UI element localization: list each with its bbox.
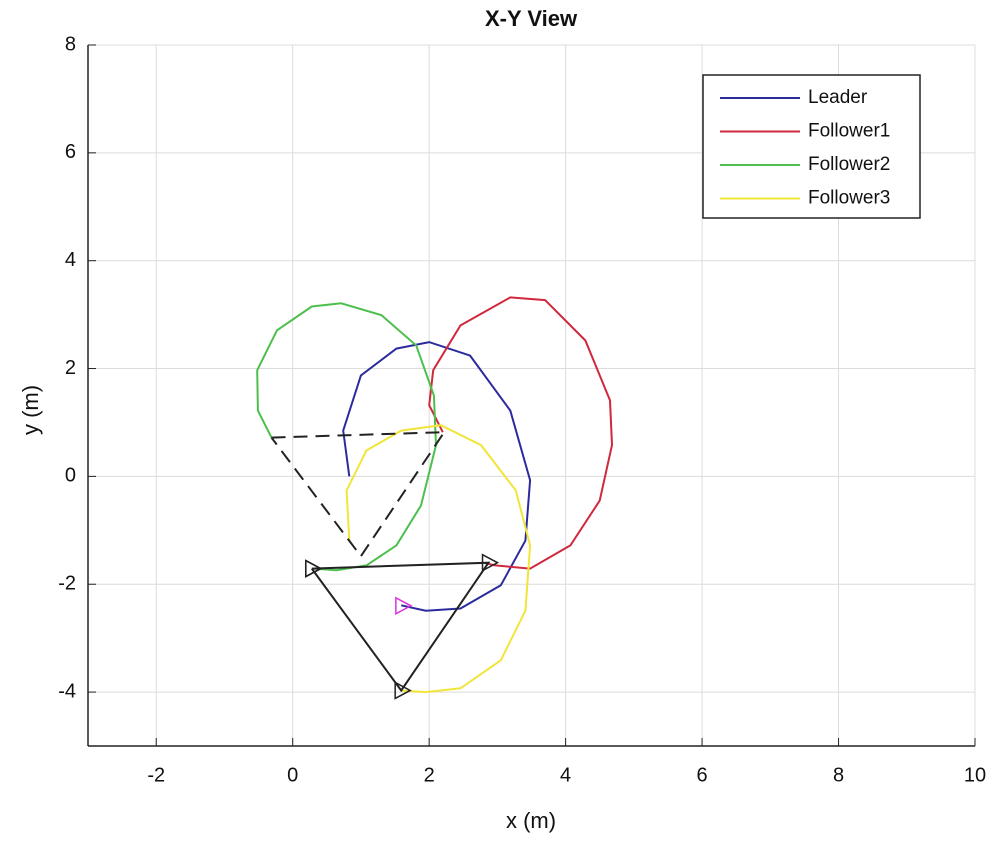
- series-line: [256, 302, 438, 572]
- y-axis-label: y (m): [18, 385, 43, 435]
- x-tick-label: 0: [287, 764, 298, 786]
- point-marker: [305, 559, 323, 578]
- legend-label: Follower2: [808, 154, 890, 175]
- y-tick-label: 0: [65, 465, 76, 487]
- series-line: [342, 341, 532, 612]
- y-tick-label: 6: [65, 141, 76, 163]
- x-tick-label: 2: [424, 764, 435, 786]
- point-marker: [481, 553, 500, 572]
- chart-title: X-Y View: [485, 6, 578, 31]
- series-line: [345, 424, 532, 694]
- y-tick-label: -4: [58, 680, 76, 702]
- point-marker: [395, 596, 413, 616]
- y-tick-label: 2: [65, 357, 76, 379]
- series-line: [428, 296, 614, 570]
- legend-label: Leader: [808, 87, 868, 108]
- x-tick-label: -2: [147, 764, 165, 786]
- y-tick-label: 8: [65, 33, 76, 55]
- x-tick-label: 10: [964, 764, 986, 786]
- y-tick-label: -2: [58, 573, 76, 595]
- x-tick-label: 6: [697, 764, 708, 786]
- point-marker: [394, 681, 412, 700]
- y-tick-label: 4: [65, 249, 76, 271]
- legend-label: Follower3: [808, 188, 890, 209]
- legend-label: Follower1: [808, 121, 890, 142]
- series-line: [270, 431, 447, 558]
- x-tick-label: 8: [833, 764, 844, 786]
- series-line: [310, 561, 491, 693]
- x-axis-label: x (m): [506, 808, 556, 833]
- x-tick-label: 4: [560, 764, 571, 786]
